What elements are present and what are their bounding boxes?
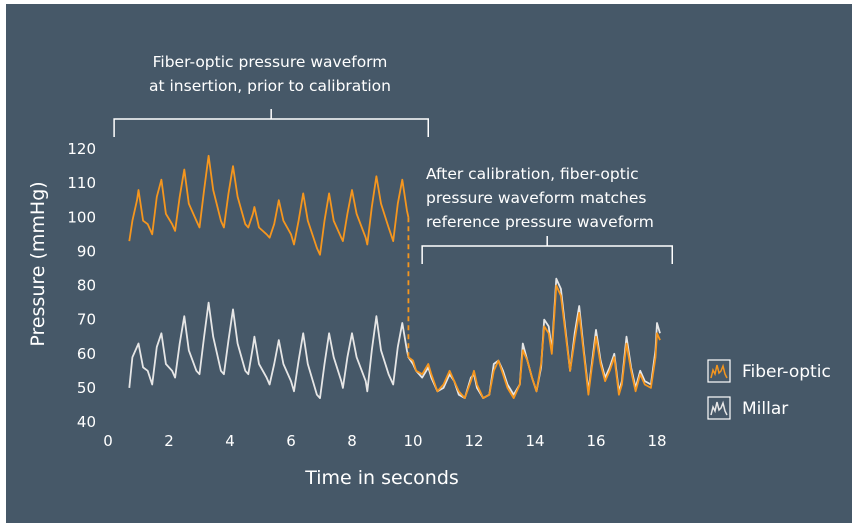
- axes: 40 50 60 70 80 90 100 110 120 0 2 4 6 8 10 12 14 16 18: [67, 140, 666, 450]
- x-tick-label: 0: [103, 432, 113, 450]
- x-tick-label: 2: [164, 432, 174, 450]
- y-tick-label: 60: [77, 345, 96, 363]
- y-tick-label: 90: [77, 242, 96, 260]
- legend-label-millar: Millar: [742, 399, 788, 419]
- x-tick-label: 6: [286, 432, 296, 450]
- legend-item-millar: Millar: [707, 396, 788, 420]
- annotation-1-line-1: Fiber-optic pressure waveform: [153, 53, 388, 71]
- y-tick-label: 120: [67, 140, 96, 158]
- y-tick-label: 100: [67, 208, 96, 226]
- y-tick-label: 70: [77, 311, 96, 329]
- chart-panel: [6, 4, 852, 523]
- annotation-1-line-2: at insertion, prior to calibration: [149, 77, 391, 95]
- y-axis-title: Pressure (mmHg): [27, 181, 49, 346]
- orange-waveform-icon: [710, 363, 728, 379]
- y-tick-label: 80: [77, 277, 96, 295]
- annotations: Fiber-optic pressure waveform at inserti…: [113, 53, 673, 264]
- x-tick-label: 18: [647, 432, 666, 450]
- x-tick-label: 16: [586, 432, 605, 450]
- series-line-fiber-optic: [407, 284, 661, 400]
- y-tick-label: 110: [67, 174, 96, 192]
- x-axis-title: Time in seconds: [304, 467, 459, 489]
- series-lines: [128, 154, 661, 400]
- legend-box-fiber-optic: [707, 359, 731, 383]
- annotation-2-line-3: reference pressure waveform: [426, 213, 654, 231]
- annotation-2-line-2: pressure waveform matches: [426, 189, 646, 207]
- x-tick-label: 4: [225, 432, 235, 450]
- y-tick-label: 40: [77, 413, 96, 431]
- legend-label-fiber-optic: Fiber-optic: [742, 362, 831, 382]
- legend: Fiber-optic Millar: [707, 359, 831, 420]
- y-tick-label: 50: [77, 379, 96, 397]
- x-tick-label: 14: [525, 432, 544, 450]
- legend-box-millar: [707, 396, 731, 420]
- series-line-millar: [128, 277, 661, 400]
- annotation-1-bracket: [113, 109, 429, 137]
- annotation-2-bracket: [421, 236, 673, 264]
- annotation-2-line-1: After calibration, fiber-optic: [426, 165, 639, 183]
- white-waveform-icon: [710, 400, 728, 416]
- x-tick-label: 8: [347, 432, 357, 450]
- legend-item-fiber-optic: Fiber-optic: [707, 359, 831, 383]
- series-line-fiber-optic: [128, 154, 410, 256]
- x-tick-label: 10: [403, 432, 422, 450]
- x-tick-label: 12: [464, 432, 483, 450]
